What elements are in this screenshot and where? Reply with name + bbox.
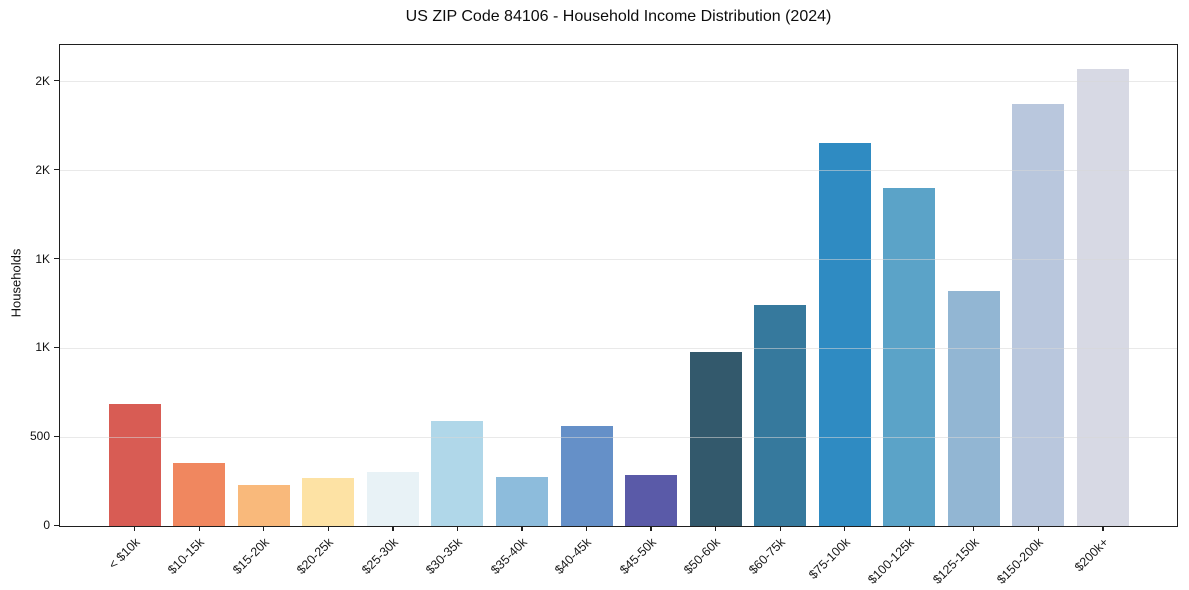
x-tick-mark — [908, 526, 910, 531]
x-tick-label: $35-40k — [487, 535, 530, 577]
bar-40-45k — [560, 425, 613, 526]
gridline-y-2500 — [60, 80, 1177, 82]
x-tick-label: $25-30k — [358, 535, 401, 577]
x-tick-label: $10-15k — [165, 535, 208, 577]
y-tick-mark-2K — [53, 79, 59, 82]
x-tick-label: $20-25k — [294, 535, 337, 577]
gridline-y-500 — [60, 436, 1177, 438]
y-tick-mark-1K — [53, 346, 59, 349]
bar-75-100k — [818, 142, 871, 526]
y-tick-label: 2K — [35, 73, 50, 88]
x-tick-mark — [1102, 526, 1104, 531]
gridline-y-1000 — [60, 347, 1177, 349]
y-tick-mark-1K — [53, 257, 59, 260]
x-tick-mark — [392, 526, 394, 531]
x-tick-label: $15-20k — [229, 535, 272, 577]
bar-10k — [108, 404, 161, 526]
bar-25-30k — [366, 472, 419, 526]
x-tick-mark — [521, 526, 523, 531]
x-tick-label: $100-125k — [865, 535, 918, 587]
x-tick-mark — [456, 526, 459, 531]
x-tick-mark — [1037, 526, 1040, 531]
bar-60-75k — [754, 305, 807, 526]
plot-inner: 0 500 1K 1K 2K 2K < $10k $10-15k $15-20k $20-25k $… — [30, 45, 1177, 587]
gridline-y-1500 — [60, 258, 1177, 260]
bar-100-125k — [883, 187, 936, 526]
x-tick-label: $30-35k — [423, 535, 466, 577]
bar-35-40k — [496, 477, 548, 526]
x-tick-label: < $10k — [105, 535, 143, 572]
y-tick-mark-500 — [53, 435, 59, 438]
x-tick-mark — [198, 526, 200, 531]
x-tick-label: $200k+ — [1071, 535, 1111, 575]
y-tick-label: 1K — [35, 340, 50, 355]
x-tick-label: $50-60k — [681, 535, 724, 577]
x-tick-mark — [973, 526, 975, 531]
x-tick-mark — [650, 526, 652, 531]
plot-area: 0 500 1K 1K 2K 2K < $10k $10-15k $15-20k $20-25k $… — [30, 44, 1178, 587]
x-tick-label: $150-200k — [994, 535, 1047, 587]
chart-title: US ZIP Code 84106 - Household Income Dis… — [405, 8, 832, 25]
y-tick-mark-2K — [53, 168, 59, 171]
x-tick-label: $40-45k — [552, 535, 595, 577]
x-tick-mark — [327, 526, 329, 531]
x-tick-mark — [134, 526, 136, 531]
y-tick-label: 2K — [35, 162, 50, 177]
x-tick-mark — [715, 526, 717, 531]
x-tick-mark — [585, 526, 588, 531]
bar-10-15k — [173, 462, 226, 526]
y-tick-label: 500 — [29, 429, 50, 444]
x-tick-mark — [263, 526, 265, 531]
bar-50-60k — [689, 351, 742, 526]
x-tick-mark — [844, 526, 846, 531]
bar-15-20k — [237, 484, 290, 526]
gridline-y-2000 — [60, 169, 1177, 171]
x-tick-label: $125-150k — [929, 535, 982, 587]
bar-125-150k — [947, 290, 1000, 526]
x-tick-label: $75-100k — [805, 535, 853, 582]
bar-45-50k — [625, 475, 678, 526]
bar-20-25k — [302, 478, 355, 526]
x-tick-label: $45-50k — [617, 535, 659, 577]
y-tick-label: 0 — [43, 518, 50, 533]
x-tick-label: $60-75k — [746, 535, 788, 577]
bar-200k+ — [1076, 68, 1129, 526]
bar-30-35k — [431, 420, 484, 526]
x-tick-mark — [779, 526, 781, 531]
y-tick-label: 1K — [35, 251, 50, 266]
y-tick-mark-0 — [53, 524, 59, 527]
bar-150-200k — [1012, 104, 1065, 526]
